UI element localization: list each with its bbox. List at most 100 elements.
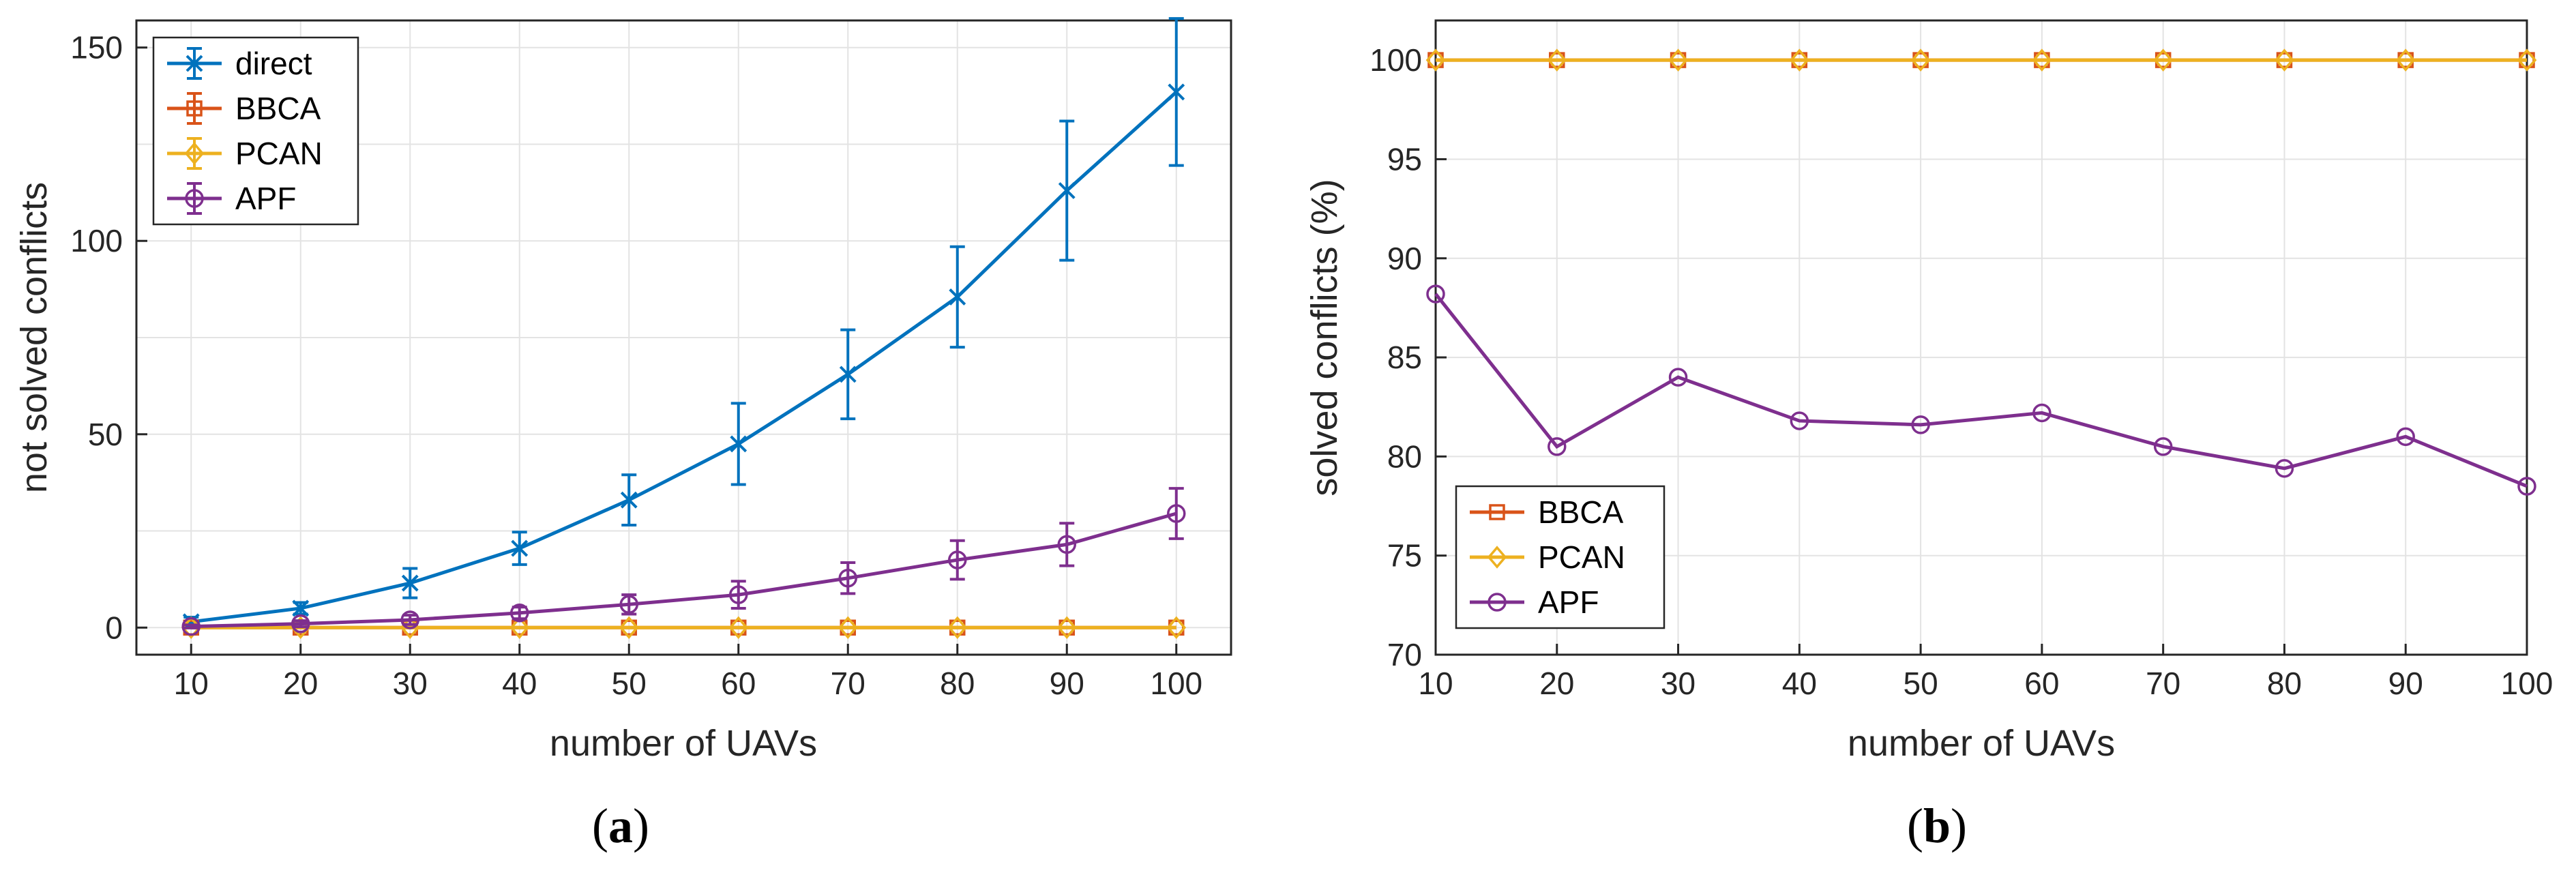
x-tick-label: 80: [2267, 666, 2302, 701]
data-point-pcan: [1790, 48, 1809, 72]
ticks-a: 10 20 30 40 50 60 70 80 90 100 0 50 100 150: [70, 30, 1202, 701]
error-bar-apf: [402, 614, 418, 626]
legend-entry-bbca: BBCA: [167, 91, 321, 126]
legend-entry-pcan: PCAN: [167, 136, 323, 171]
y-tick-label: 50: [88, 417, 123, 452]
data-point-apf: [2153, 437, 2173, 456]
y-tick-label: 0: [105, 610, 123, 645]
data-point-pcan: [2517, 48, 2537, 72]
legend-label: APF: [1538, 584, 1599, 620]
data-point-pcan: [1547, 48, 1567, 72]
axes-box-a: [135, 19, 1232, 656]
data-point-apf: [2275, 459, 2294, 478]
data-point-pcan: [1166, 616, 1187, 639]
data-point-apf: [619, 595, 638, 614]
y-tick-label: 90: [1387, 241, 1422, 276]
data-point-pcan: [509, 616, 530, 639]
data-point-apf: [729, 585, 748, 604]
data-point-apf: [948, 550, 967, 569]
x-tick-label: 40: [1782, 666, 1817, 701]
error-bar-apf: [840, 561, 856, 595]
x-tick-label: 20: [1539, 666, 1574, 701]
y-tick-label: 100: [1370, 42, 1422, 78]
error-bar-apf: [949, 539, 965, 581]
data-point-apf: [510, 604, 529, 623]
data-point-apf: [400, 610, 419, 629]
data-point-direct: [511, 539, 529, 557]
y-axis-label-b: solved conflicts (%): [1304, 179, 1345, 496]
data-point-pcan: [2275, 48, 2294, 72]
legend-label: PCAN: [235, 136, 323, 171]
data-point-direct: [839, 366, 857, 383]
series-line-apf: [191, 511, 1177, 629]
y-tick-label: 75: [1387, 538, 1422, 574]
x-tick-label: 70: [2146, 666, 2180, 701]
data-point-pcan: [728, 616, 749, 639]
x-tick-label: 90: [1050, 666, 1084, 701]
series-b: [1425, 48, 2537, 496]
data-point-pcan: [1668, 48, 1688, 72]
x-tick-label: 60: [721, 666, 756, 701]
ticks-b: 10 20 30 40 50 60 70 80 90 100 70 75 80 85 90 95 100: [1370, 42, 2553, 701]
data-point-apf: [2032, 403, 2052, 423]
data-point-apf: [291, 614, 310, 634]
data-point-direct: [1168, 83, 1185, 101]
caption-a: (a): [592, 799, 649, 853]
x-tick-label: 90: [2388, 666, 2423, 701]
error-bar-apf: [621, 593, 637, 616]
x-tick-label: 10: [1418, 666, 1453, 701]
legend-entry-apf: APF: [167, 181, 296, 216]
series-apf: [1426, 284, 2536, 496]
data-point-pcan: [619, 616, 639, 639]
x-axis-label-b: number of UAVs: [1848, 723, 2115, 764]
legend-error-bar: [187, 92, 202, 125]
data-point-pcan: [1056, 616, 1077, 639]
x-tick-label: 60: [2024, 666, 2059, 701]
data-point-pcan: [2395, 48, 2416, 72]
legend-marker: [184, 142, 205, 165]
legend-label: direct: [235, 46, 312, 81]
error-bar-apf: [1059, 522, 1075, 567]
data-point-apf: [1911, 415, 1930, 434]
x-tick-label: 10: [174, 666, 209, 701]
data-point-pcan: [1910, 48, 1931, 72]
data-point-apf: [2517, 477, 2536, 496]
y-tick-label: 80: [1387, 438, 1422, 474]
y-tick-label: 100: [70, 223, 123, 258]
x-tick-label: 100: [1150, 666, 1202, 701]
data-point-direct: [292, 599, 310, 617]
legend-label: BBCA: [235, 91, 321, 126]
legend-marker: [186, 55, 203, 72]
x-tick-label: 50: [1904, 666, 1938, 701]
data-point-direct: [730, 435, 747, 453]
chart-panel-a: 10 20 30 40 50 60 70 80 90 100 0 50 100 150 number of…: [14, 17, 1232, 764]
data-point-pcan: [2032, 48, 2052, 72]
y-tick-label: 150: [70, 30, 123, 65]
x-tick-label: 100: [2501, 666, 2553, 701]
data-point-apf: [1548, 437, 1567, 456]
data-point-apf: [181, 616, 201, 636]
y-tick-label: 85: [1387, 340, 1422, 375]
data-point-apf: [2396, 427, 2415, 447]
legend-entry-pcan: PCAN: [1470, 539, 1625, 575]
data-point-apf: [838, 568, 857, 588]
legend-marker: [1487, 546, 1507, 569]
error-bar-apf: [1168, 487, 1184, 540]
data-point-pcan: [2153, 48, 2173, 72]
data-point-pcan: [1425, 48, 1446, 72]
data-point-apf: [1426, 284, 1445, 303]
data-point-apf: [1668, 368, 1688, 387]
y-tick-label: 95: [1387, 141, 1422, 177]
caption-b: (b): [1907, 799, 1967, 853]
data-point-apf: [1790, 411, 1809, 430]
x-axis-label-a: number of UAVs: [550, 723, 817, 764]
x-tick-label: 70: [831, 666, 865, 701]
legend-marker: [186, 100, 203, 117]
axes-box-b: [1434, 19, 2528, 656]
x-tick-label: 80: [940, 666, 975, 701]
legend-entry-direct: direct: [167, 46, 312, 81]
legend-label: PCAN: [1538, 539, 1625, 575]
legend-error-bar: [187, 182, 202, 215]
legend-label: BBCA: [1538, 494, 1624, 530]
